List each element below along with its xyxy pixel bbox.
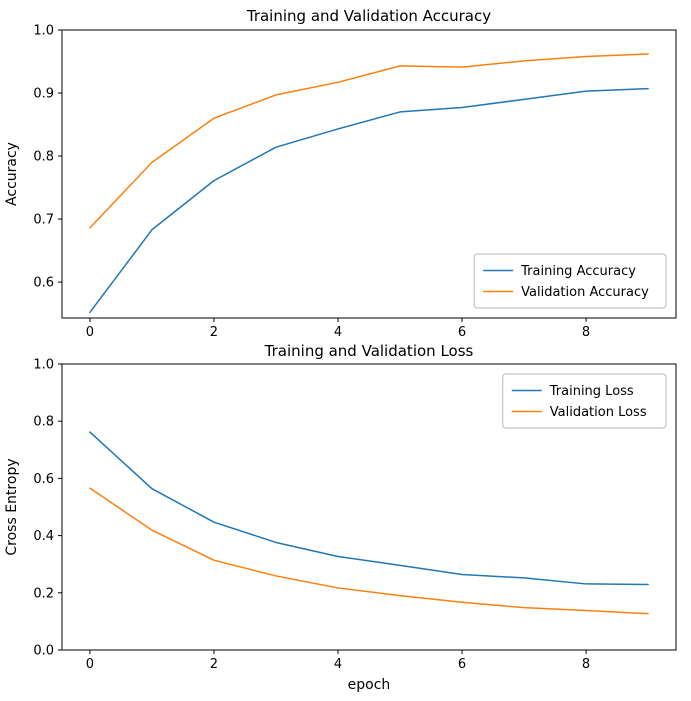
chart-title: Training and Validation Accuracy [246, 7, 491, 25]
y-tick-label: 0.4 [33, 529, 54, 544]
legend-label-validation-loss: Validation Loss [550, 405, 647, 420]
loss-chart: Training and Validation Loss Cross Entrop… [4, 342, 677, 693]
x-tick-label: 6 [458, 325, 466, 340]
y-tick-label: 0.6 [33, 472, 54, 487]
axes-frame [61, 363, 677, 651]
legend-frame [473, 253, 667, 309]
y-tick-label: 0.9 [33, 87, 54, 102]
y-tick-label: 0.6 [33, 276, 54, 291]
series-line-training-loss [89, 431, 649, 586]
x-tick-label: 2 [210, 657, 218, 672]
y-axis-label: Accuracy [4, 142, 20, 206]
x-tick-label: 4 [334, 657, 342, 672]
series-line-validation-accuracy [89, 53, 649, 229]
series-line-training-accuracy [89, 87, 649, 314]
legend-label-training-accuracy: Training Accuracy [520, 264, 636, 279]
y-tick-label: 1.0 [33, 24, 54, 39]
y-tick-label: 0.8 [33, 415, 54, 430]
y-tick-label: 1.0 [33, 358, 54, 373]
legend: Training Accuracy Validation Accuracy [473, 253, 667, 309]
legend: Training Loss Validation Loss [502, 373, 667, 429]
x-tick-label: 0 [86, 325, 94, 340]
legend-frame [502, 373, 667, 429]
chart-title: Training and Validation Loss [264, 342, 474, 360]
accuracy-chart: Training and Validation Accuracy Accuracy… [4, 7, 677, 340]
y-tick-label: 0.0 [33, 644, 54, 659]
x-tick-label: 0 [86, 657, 94, 672]
y-axis-label: Cross Entropy [4, 458, 20, 555]
y-tick-label: 0.7 [33, 213, 54, 228]
axes-frame [61, 29, 677, 319]
y-tick-label: 0.8 [33, 150, 54, 165]
y-tick-label: 0.2 [33, 586, 54, 601]
x-tick-label: 8 [582, 657, 590, 672]
x-tick-label: 4 [334, 325, 342, 340]
legend-label-training-loss: Training Loss [549, 384, 634, 399]
x-tick-label: 6 [458, 657, 466, 672]
x-axis-label: epoch [348, 677, 391, 693]
series-line-validation-loss [89, 487, 649, 615]
legend-label-validation-accuracy: Validation Accuracy [521, 285, 649, 300]
x-tick-label: 8 [582, 325, 590, 340]
x-tick-label: 2 [210, 325, 218, 340]
